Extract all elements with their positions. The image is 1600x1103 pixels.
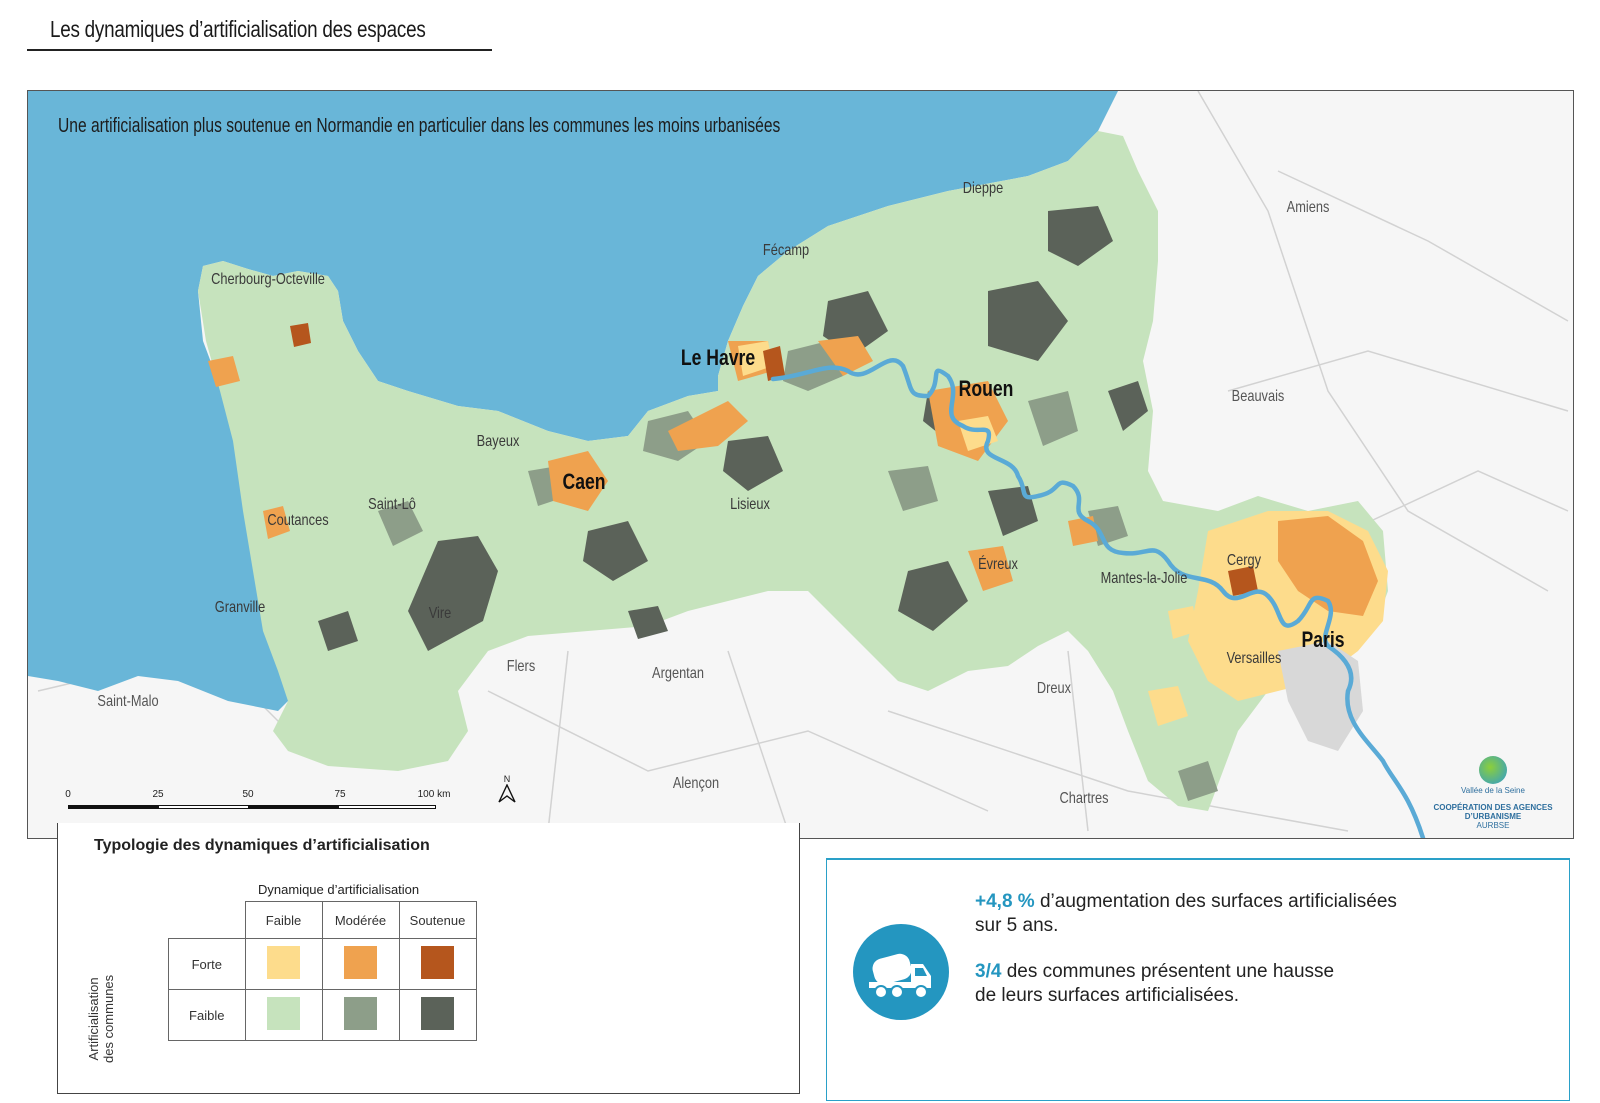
city-fecamp: Fécamp	[762, 242, 810, 259]
scale-tick: 50	[242, 789, 254, 800]
scale-tick: 25	[152, 789, 164, 800]
stat-communes-share: 3/4 des communes présentent une hausse d…	[975, 960, 1334, 1008]
agency-logo: Vallée de la Seine COOPÉRATION DES AGENC…	[1418, 756, 1568, 834]
north-arrow-icon: N	[496, 774, 518, 806]
truck-icon	[853, 924, 949, 1020]
legend-matrix: Faible Modérée Soutenue Forte Faible	[168, 901, 477, 1041]
city-flers: Flers	[506, 658, 536, 675]
seine-river	[770, 358, 1426, 838]
sea	[28, 91, 1118, 711]
page-title: Les dynamiques d’artificialisation des e…	[50, 16, 426, 42]
legend-cell	[244, 938, 323, 990]
city-argentan: Argentan	[652, 665, 704, 682]
legend-cell	[321, 938, 400, 990]
title-rule	[27, 49, 492, 51]
city-paris: Paris	[1301, 627, 1345, 652]
city-saint-lo: Saint-Lô	[368, 496, 416, 513]
paris-core	[1278, 641, 1363, 751]
row-axis-line1: Artificialisation	[86, 977, 101, 1061]
legend-title: Typologie des dynamiques d’artificialisa…	[94, 837, 430, 854]
swatch-faible-faible	[267, 997, 300, 1030]
legend-corner	[169, 902, 246, 939]
north-label: N	[503, 774, 511, 784]
map-panel[interactable]: Une artificialisation plus soutenue en N…	[27, 90, 1574, 839]
valley-logo-icon	[1479, 756, 1507, 784]
swatch-forte-faible	[267, 946, 300, 979]
idf-moderee-area	[1278, 516, 1378, 616]
city-coutances: Coutances	[267, 512, 329, 529]
scale-bar: 0 25 50 75 100 km	[65, 789, 468, 811]
stats-panel: +4,8 % d’augmentation des surfaces artif…	[826, 858, 1570, 1101]
city-lisieux: Lisieux	[730, 496, 770, 513]
city-cergy: Cergy	[1226, 552, 1262, 569]
city-alencon: Alençon	[672, 775, 720, 792]
legend-cell	[398, 989, 477, 1041]
city-chartres: Chartres	[1059, 790, 1109, 807]
city-rouen: Rouen	[958, 376, 1014, 401]
logo-line2: COOPÉRATION DES AGENCES D’URBANISME	[1433, 803, 1553, 821]
legend-col-faible: Faible	[244, 901, 323, 939]
city-cherbourg: Cherbourg-Octeville	[211, 271, 325, 288]
patches-forte-soutenue	[290, 323, 1258, 596]
city-beauvais: Beauvais	[1231, 388, 1285, 405]
legend-row-faible: Faible	[168, 989, 246, 1041]
swatch-faible-soutenue	[421, 997, 454, 1030]
legend-cell	[398, 938, 477, 990]
map-canvas[interactable]	[28, 91, 1573, 838]
city-granville: Granville	[214, 599, 266, 616]
city-amiens: Amiens	[1286, 199, 1330, 216]
scale-tick: 0	[65, 789, 71, 800]
city-bayeux: Bayeux	[476, 433, 520, 450]
swatch-faible-moderee	[344, 997, 377, 1030]
legend-col-moderee: Modérée	[321, 901, 400, 939]
legend-col-soutenue: Soutenue	[398, 901, 477, 939]
city-caen: Caen	[562, 469, 606, 494]
map-subtitle: Une artificialisation plus soutenue en N…	[58, 115, 781, 137]
legend-panel: Typologie des dynamiques d’artificialisa…	[57, 823, 800, 1094]
swatch-forte-soutenue	[421, 946, 454, 979]
stat1-text-b: sur 5 ans.	[975, 915, 1059, 936]
city-versailles: Versailles	[1226, 650, 1282, 667]
city-dieppe: Dieppe	[962, 180, 1004, 197]
stat1-value: +4,8 %	[975, 891, 1035, 912]
stat2-text: des communes présentent une hausse	[1006, 961, 1335, 982]
legend-row-axis: Artificialisation des communes	[86, 975, 116, 1063]
city-vire: Vire	[428, 605, 452, 622]
scale-tick: 100 km	[417, 789, 451, 800]
scale-tick: 75	[334, 789, 346, 800]
legend-row-forte: Forte	[168, 938, 246, 990]
logo-line3: AURBSE	[1476, 821, 1510, 830]
normandie-region	[198, 131, 1388, 811]
city-dreux: Dreux	[1036, 680, 1072, 697]
city-le-havre: Le Havre	[680, 345, 756, 370]
stat-surface-increase: +4,8 % d’augmentation des surfaces artif…	[975, 890, 1397, 938]
legend-cell	[321, 989, 400, 1041]
city-mantes: Mantes-la-Jolie	[1100, 570, 1188, 587]
row-axis-line2: des communes	[101, 974, 116, 1063]
legend-column-axis: Dynamique d’artificialisation	[258, 882, 420, 897]
stat2-text-b: de leurs surfaces artificialisées.	[975, 985, 1239, 1006]
swatch-forte-moderee	[344, 946, 377, 979]
legend-cell	[244, 989, 323, 1041]
logo-line1: Vallée de la Seine	[1461, 786, 1525, 795]
stat2-value: 3/4	[975, 961, 1002, 982]
city-evreux: Évreux	[978, 556, 1018, 573]
stat1-text: d’augmentation des surfaces artificialis…	[1039, 891, 1397, 912]
city-saint-malo: Saint-Malo	[97, 693, 159, 710]
